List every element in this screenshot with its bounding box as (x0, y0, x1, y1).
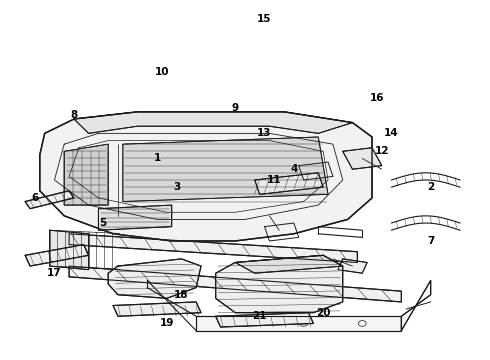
Polygon shape (123, 137, 328, 202)
Polygon shape (69, 266, 401, 302)
Text: 8: 8 (71, 111, 77, 121)
Polygon shape (25, 244, 89, 266)
Text: 9: 9 (232, 103, 239, 113)
Polygon shape (401, 280, 431, 330)
Text: 2: 2 (427, 182, 434, 192)
Polygon shape (235, 255, 343, 273)
Text: 16: 16 (369, 93, 384, 103)
Text: 13: 13 (257, 129, 272, 138)
Polygon shape (64, 144, 108, 205)
Text: 17: 17 (47, 268, 62, 278)
Text: 20: 20 (316, 308, 330, 318)
Polygon shape (196, 316, 401, 330)
Polygon shape (255, 173, 323, 194)
Polygon shape (40, 112, 372, 241)
Polygon shape (108, 259, 201, 298)
Text: 18: 18 (174, 290, 189, 300)
Text: 5: 5 (99, 218, 107, 228)
Polygon shape (74, 112, 352, 134)
Text: 10: 10 (155, 67, 169, 77)
Polygon shape (113, 302, 201, 316)
Polygon shape (343, 148, 382, 169)
Text: 1: 1 (153, 153, 161, 163)
Text: 14: 14 (384, 129, 399, 138)
Text: 12: 12 (374, 146, 389, 156)
Polygon shape (25, 191, 74, 209)
Polygon shape (216, 313, 314, 327)
Text: 7: 7 (427, 236, 434, 246)
Polygon shape (98, 205, 172, 230)
Polygon shape (216, 255, 343, 313)
Text: 3: 3 (173, 182, 180, 192)
Text: 21: 21 (252, 311, 267, 321)
Polygon shape (338, 259, 367, 273)
Polygon shape (49, 230, 89, 270)
Text: 11: 11 (267, 175, 282, 185)
Text: 19: 19 (160, 319, 174, 328)
Text: 4: 4 (290, 164, 297, 174)
Polygon shape (69, 234, 357, 262)
Text: 15: 15 (257, 14, 272, 24)
Text: 6: 6 (31, 193, 39, 203)
